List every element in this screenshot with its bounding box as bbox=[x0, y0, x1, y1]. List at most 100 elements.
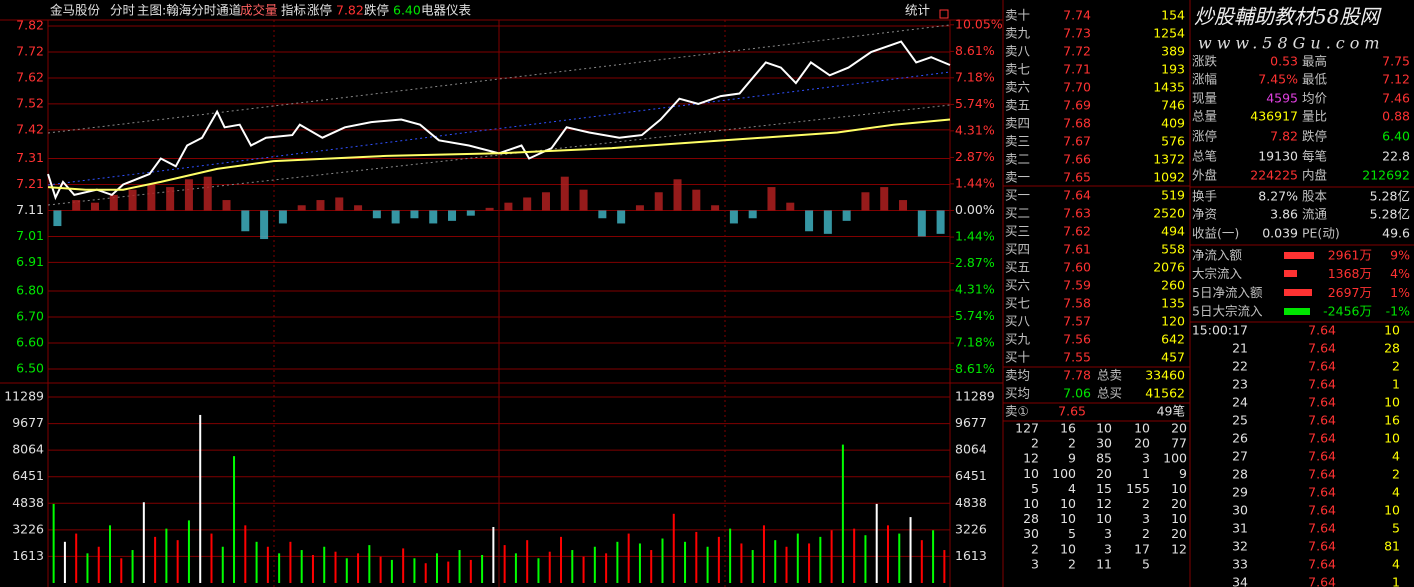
flow-label: 5日大宗流入 bbox=[1192, 304, 1263, 319]
watermark-title: 炒股輔助教材58股网 bbox=[1194, 5, 1382, 29]
quote-value: 4595 bbox=[1266, 91, 1298, 106]
volume-bar bbox=[605, 553, 608, 583]
volume-bar bbox=[672, 513, 675, 583]
queue-cell: 20 bbox=[1134, 436, 1150, 451]
queue-cell: 20 bbox=[1171, 526, 1187, 541]
y2-tick-label: 10.05% bbox=[955, 16, 1003, 31]
volume-bar bbox=[616, 541, 619, 583]
volume-tick-label: 4838 bbox=[12, 495, 44, 510]
y2-tick-label: 2.87% bbox=[955, 255, 995, 270]
summary-price: 7.78 bbox=[1063, 368, 1091, 383]
indicator-bar bbox=[203, 176, 212, 211]
indicator-bar bbox=[184, 179, 193, 211]
volume-bar bbox=[244, 525, 247, 583]
quote-value: 22.8 bbox=[1382, 149, 1410, 164]
book-volume: 260 bbox=[1161, 278, 1185, 293]
volume-tick-label: 1613 bbox=[955, 548, 987, 563]
indicator-bar bbox=[711, 205, 720, 211]
summary-label: 总卖 bbox=[1097, 368, 1122, 383]
indicator-bar bbox=[90, 202, 99, 211]
queue-cell: 12 bbox=[1023, 451, 1039, 466]
book-price: 7.62 bbox=[1063, 224, 1091, 239]
book-label: 买十 bbox=[1005, 350, 1030, 365]
tick-time: 34 bbox=[1232, 575, 1248, 587]
volume-tick-label: 9677 bbox=[955, 415, 987, 430]
y-tick-label: 7.42 bbox=[16, 121, 44, 136]
volume-bar bbox=[526, 540, 529, 583]
queue-cell: 10 bbox=[1060, 511, 1076, 526]
quote-value: 7.75 bbox=[1382, 54, 1410, 69]
tick-volume: 10 bbox=[1384, 503, 1400, 518]
indicator-bar bbox=[880, 187, 889, 211]
summary-volume: 33460 bbox=[1145, 368, 1185, 383]
volume-bar bbox=[221, 546, 224, 583]
y-tick-label: 7.62 bbox=[16, 69, 44, 84]
volume-bar bbox=[334, 551, 337, 583]
volume-bar bbox=[357, 553, 360, 583]
volume-bar bbox=[413, 558, 416, 583]
queue-cell: 77 bbox=[1171, 436, 1187, 451]
tick-time: 21 bbox=[1232, 341, 1248, 356]
quote-label: 均价 bbox=[1302, 91, 1328, 106]
volume-bar bbox=[503, 545, 506, 583]
y2-tick-label: 2.87% bbox=[955, 149, 995, 164]
queue-cell: 10 bbox=[1134, 421, 1150, 436]
flow-value: 2961万 bbox=[1328, 248, 1372, 263]
header-limit-down: 6.40 bbox=[393, 3, 421, 18]
volume-bar bbox=[402, 548, 405, 583]
tick-price: 7.64 bbox=[1308, 413, 1336, 428]
queue-cell: 10 bbox=[1171, 511, 1187, 526]
queue-cell: 20 bbox=[1171, 496, 1187, 511]
volume-bar bbox=[266, 546, 269, 583]
book-price: 7.60 bbox=[1063, 260, 1091, 275]
indicator-bar bbox=[917, 210, 926, 237]
book-price: 7.66 bbox=[1063, 152, 1091, 167]
y2-tick-label: 4.31% bbox=[955, 122, 995, 137]
tick-time: 33 bbox=[1232, 557, 1248, 572]
volume-bar bbox=[233, 456, 236, 583]
y2-tick-label: 4.31% bbox=[955, 282, 995, 297]
book-label: 买四 bbox=[1005, 242, 1030, 257]
queue-cell: 17 bbox=[1134, 541, 1150, 556]
flow-percent: 1% bbox=[1390, 285, 1410, 300]
flow-bar bbox=[1284, 252, 1314, 259]
flow-label: 大宗流入 bbox=[1192, 266, 1243, 281]
queue-cell: 2 bbox=[1068, 436, 1076, 451]
tick-time: 23 bbox=[1232, 377, 1248, 392]
quote-label: 每笔 bbox=[1302, 149, 1327, 164]
volume-bar bbox=[469, 559, 472, 583]
indicator-bar bbox=[278, 210, 287, 224]
queue-cell: 9 bbox=[1068, 451, 1076, 466]
quote-label: 净资 bbox=[1192, 207, 1217, 222]
indicator-bar bbox=[166, 187, 175, 211]
book-volume: 120 bbox=[1161, 314, 1185, 329]
book-volume: 457 bbox=[1161, 350, 1185, 365]
flow-bar bbox=[1284, 270, 1297, 277]
stats-box[interactable] bbox=[939, 9, 949, 19]
indicator-bar bbox=[72, 200, 81, 211]
tick-price: 7.64 bbox=[1308, 431, 1336, 446]
book-label: 买五 bbox=[1005, 260, 1030, 275]
volume-bar bbox=[593, 546, 596, 583]
indicator-bar bbox=[297, 205, 306, 211]
indicator-bar bbox=[53, 210, 62, 227]
volume-bar bbox=[932, 530, 935, 583]
indicator-bar bbox=[354, 205, 363, 211]
queue-cell: 127 bbox=[1015, 421, 1039, 436]
quote-label: 股本 bbox=[1302, 189, 1328, 204]
quote-value: 212692 bbox=[1362, 168, 1410, 183]
volume-bar bbox=[165, 528, 168, 583]
queue-cell: 3 bbox=[1031, 556, 1039, 571]
book-volume: 494 bbox=[1161, 224, 1185, 239]
indicator-bar bbox=[560, 176, 569, 211]
quote-value: 0.88 bbox=[1382, 109, 1410, 124]
tick-time: 30 bbox=[1232, 503, 1248, 518]
volume-bar bbox=[717, 536, 720, 583]
volume-bar bbox=[898, 533, 901, 583]
indicator-bar bbox=[241, 210, 250, 232]
book-price: 7.70 bbox=[1063, 80, 1091, 95]
tick-time: 24 bbox=[1232, 395, 1248, 410]
queue-cell: 20 bbox=[1096, 466, 1112, 481]
volume-bar bbox=[323, 546, 326, 583]
tick-volume: 4 bbox=[1392, 557, 1400, 572]
